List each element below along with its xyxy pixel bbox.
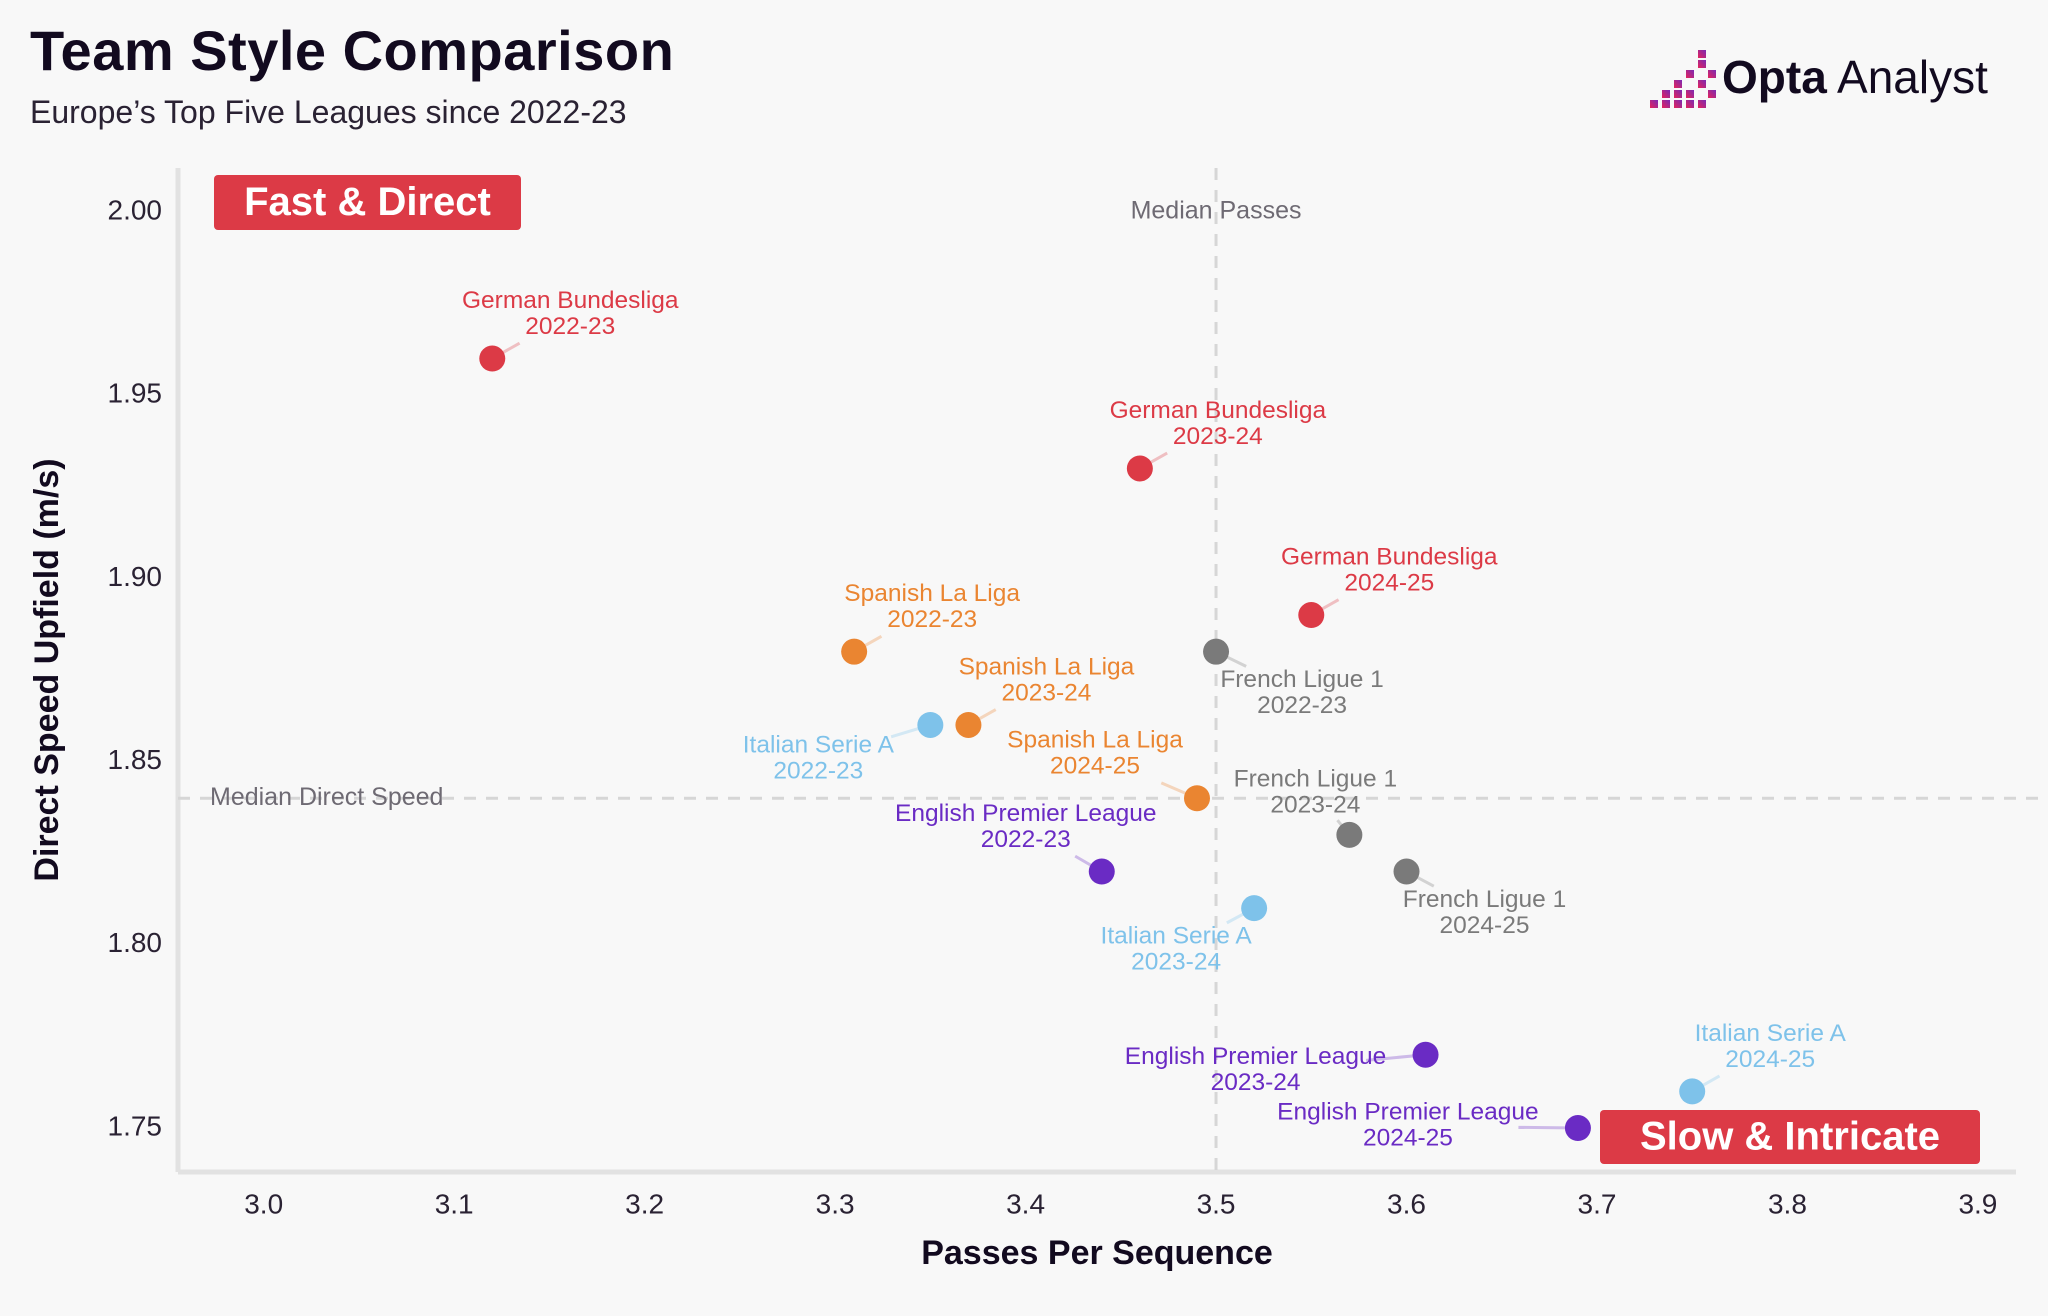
point-label-league: English Premier League [895, 800, 1157, 827]
point-label-league: Spanish La Liga [1007, 727, 1183, 754]
data-point [955, 711, 982, 738]
y-tick-label: 2.00 [108, 194, 163, 225]
data-point [1393, 858, 1420, 885]
point-label-season: 2024-25 [1440, 912, 1530, 939]
point-label-league: Italian Serie A [743, 731, 895, 758]
y-tick-label: 1.80 [108, 927, 163, 958]
data-point [479, 345, 506, 372]
data-point [917, 711, 944, 738]
point-label-league: German Bundesliga [1110, 397, 1327, 424]
x-tick-label: 3.9 [1958, 1188, 1997, 1219]
slow-intricate-badge-bg [1600, 1110, 1980, 1164]
x-tick-label: 3.1 [435, 1188, 474, 1219]
point-label-league: Spanish La Liga [844, 580, 1020, 607]
x-tick-label: 3.7 [1578, 1188, 1617, 1219]
point-label-league: German Bundesliga [1281, 544, 1498, 571]
data-point [1183, 785, 1210, 812]
data-point [1298, 602, 1325, 629]
point-label-season: 2024-25 [1050, 753, 1140, 780]
data-point [1203, 638, 1230, 665]
point-label-season: 2022-23 [981, 826, 1071, 853]
fast-direct-badge-bg [214, 175, 521, 230]
data-point [1088, 858, 1115, 885]
point-label-league: Italian Serie A [1101, 923, 1253, 950]
x-tick-label: 3.5 [1197, 1188, 1236, 1219]
point-label-season: 2023-24 [1001, 679, 1091, 706]
x-tick-label: 3.2 [625, 1188, 664, 1219]
y-tick-label: 1.90 [108, 561, 163, 592]
point-label-season: 2023-24 [1131, 949, 1221, 976]
data-point [1241, 895, 1268, 922]
opta-logo-icon [1650, 50, 1716, 108]
y-tick-label: 1.95 [108, 378, 163, 409]
median-direct-speed-label: Median Direct Speed [210, 783, 443, 811]
data-point [1126, 455, 1153, 482]
x-tick-label: 3.4 [1006, 1188, 1045, 1219]
y-tick-label: 1.85 [108, 744, 163, 775]
y-tick-label: 1.75 [108, 1110, 163, 1141]
slow-intricate-badge-text: Slow & Intricate [1640, 1115, 1940, 1159]
fast-direct-badge-text: Fast & Direct [244, 180, 491, 224]
data-point [1412, 1041, 1439, 1068]
chart-title: Team Style Comparison [30, 19, 675, 82]
point-label-season: 2024-25 [1363, 1124, 1453, 1151]
point-label-league: Spanish La Liga [959, 653, 1135, 680]
point-label-season: 2023-24 [1173, 423, 1263, 450]
data-point [1679, 1078, 1706, 1105]
data-point [1564, 1115, 1591, 1142]
point-label-season: 2024-25 [1725, 1046, 1815, 1073]
x-tick-label: 3.6 [1387, 1188, 1426, 1219]
point-label-season: 2022-23 [525, 313, 615, 340]
point-label-league: French Ligue 1 [1403, 886, 1566, 913]
point-label-league: Italian Serie A [1695, 1020, 1847, 1047]
point-label-season: 2023-24 [1270, 791, 1360, 818]
point-label-season: 2023-24 [1211, 1069, 1301, 1096]
x-axis-title: Passes Per Sequence [921, 1234, 1273, 1272]
point-label-league: English Premier League [1277, 1098, 1539, 1125]
point-label-league: French Ligue 1 [1234, 765, 1397, 792]
x-tick-label: 3.3 [816, 1188, 855, 1219]
x-tick-label: 3.0 [244, 1188, 283, 1219]
point-label-season: 2022-23 [887, 606, 977, 633]
point-label-season: 2022-23 [773, 757, 863, 784]
opta-analyst-logo: Opta Analyst [1648, 46, 1988, 110]
data-point [1336, 821, 1363, 848]
median-passes-label: Median Passes [1131, 197, 1302, 225]
y-axis-title: Direct Speed Upfield (m/s) [28, 458, 66, 881]
logo-wordmark-bold: Opta [1722, 51, 1827, 103]
point-label-season: 2022-23 [1257, 692, 1347, 719]
data-point [841, 638, 868, 665]
point-label-league: German Bundesliga [462, 287, 679, 314]
logo-wordmark-light: Analyst [1826, 51, 1988, 103]
chart-subtitle: Europe’s Top Five Leagues since 2022-23 [30, 94, 627, 130]
logo-wordmark: Opta Analyst [1722, 50, 1988, 104]
point-label-league: French Ligue 1 [1220, 666, 1383, 693]
point-label-league: English Premier League [1125, 1043, 1387, 1070]
point-label-season: 2024-25 [1344, 570, 1434, 597]
x-tick-label: 3.8 [1768, 1188, 1807, 1219]
